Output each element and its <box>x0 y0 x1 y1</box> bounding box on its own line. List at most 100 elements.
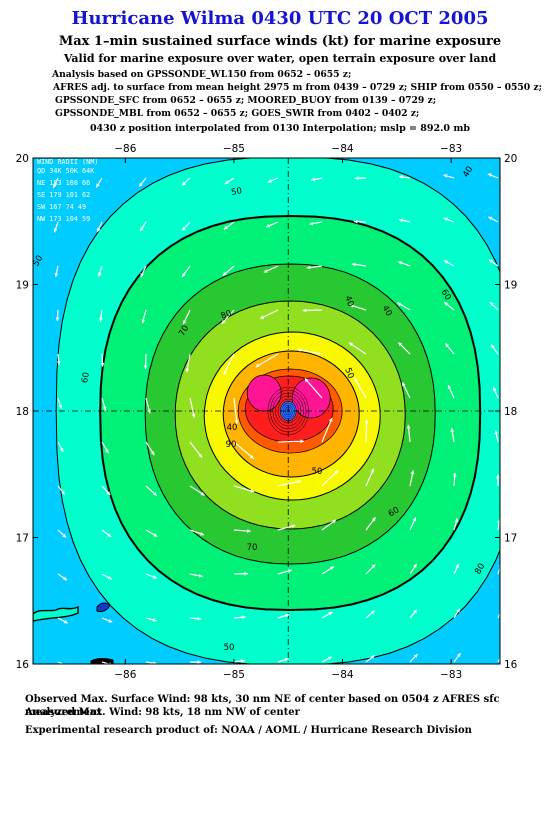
lon-tick-label-top: −85 <box>223 143 245 155</box>
wind-arrow-head <box>406 424 411 429</box>
wind-arrow-head <box>413 563 417 568</box>
wind-arrow-head <box>450 428 455 432</box>
analysis-sources: Analysis based on GPSSONDE_WL150 from 06… <box>52 68 552 120</box>
wind-arrow-head <box>97 272 102 277</box>
wind-arrow-head <box>200 491 205 496</box>
wind-arrow-head <box>330 566 335 571</box>
contour-label: 60 <box>80 371 92 383</box>
wind-max-lobe-east <box>291 377 331 419</box>
wind-arrow-head <box>182 273 186 278</box>
lat-tick-label-left: 19 <box>16 280 29 292</box>
lat-tick-label-right: 20 <box>504 153 517 165</box>
wind-arrow-head <box>141 319 146 324</box>
wind-arrow-head <box>397 261 402 265</box>
wind-arrow-head <box>263 269 268 273</box>
wind-arrow-head <box>241 659 245 663</box>
wind-arrow-head <box>370 468 375 473</box>
wind-arrow-head <box>53 228 58 233</box>
wind-arrow-head <box>284 657 289 662</box>
wind-arrow-head <box>410 470 415 475</box>
wind-arrow-head <box>241 615 246 620</box>
wind-arrow <box>321 469 339 487</box>
wind-arrow-head <box>402 382 406 387</box>
wind-arrow-head <box>488 216 493 221</box>
lon-tick-label-bottom: −86 <box>114 669 136 678</box>
wind-arrow-head <box>497 519 500 523</box>
wind-arrow-head <box>412 517 417 522</box>
wind-arrow-head <box>153 661 157 664</box>
wind-arrow-head <box>197 616 202 621</box>
contour-label: 50 <box>230 186 242 198</box>
lat-tick-label-right: 18 <box>504 406 517 418</box>
wind-arrow-head <box>489 259 493 264</box>
wind-arrow-head <box>58 404 63 409</box>
wind-arrow-head <box>247 529 251 533</box>
lat-tick-label-left: 17 <box>16 533 29 545</box>
wind-arrow-head <box>63 619 68 624</box>
wind-arrow <box>354 377 367 399</box>
wind-radii-row: SW 167 74 49 <box>37 203 86 211</box>
wind-arrow-head <box>198 573 203 578</box>
wind-arrow-head <box>304 378 309 383</box>
wind-arrow-head <box>139 182 143 187</box>
wind-arrow-head <box>244 571 248 576</box>
wind-arrow-head <box>399 175 403 179</box>
wind-arrow-head <box>311 177 316 182</box>
wind-arrow-head <box>98 317 103 322</box>
wind-arrow-head <box>370 655 375 659</box>
wind-arrow-head <box>150 451 155 456</box>
wind-arrow-head <box>140 227 144 232</box>
wind-arrow-head <box>443 217 448 222</box>
wind-arrow-head <box>287 569 292 573</box>
wind-arrow-head <box>327 656 332 661</box>
wind-arrow-head <box>223 225 228 230</box>
wind-arrow-head <box>397 302 402 307</box>
wind-arrow <box>497 612 500 619</box>
wind-arrow <box>304 378 323 399</box>
coastline-honduras <box>33 605 79 622</box>
wind-arrow-head <box>456 608 460 613</box>
map-title: Hurricane Wilma 0430 UTC 20 OCT 2005 <box>71 8 489 29</box>
wind-arrow-head <box>249 455 254 459</box>
wind-arrow-head <box>494 430 499 435</box>
wind-arrow-head <box>355 176 359 181</box>
contour-label: 90 <box>226 440 237 450</box>
wind-arrow-head <box>97 227 101 232</box>
wind-arrow-head <box>364 419 369 424</box>
coastline-south <box>90 658 114 664</box>
contour-label: 60 <box>387 505 401 519</box>
wind-arrow-head <box>107 533 112 537</box>
wind-arrow-head <box>153 533 158 537</box>
wind-arrow-head <box>198 453 202 458</box>
wind-arrow-head <box>399 218 403 223</box>
contour-label: 80 <box>220 309 234 322</box>
wind-arrow-head <box>492 387 497 392</box>
wind-arrow-head <box>55 317 60 321</box>
wind-arrow-head <box>107 575 112 580</box>
wind-arrow-head <box>152 575 157 579</box>
wind-radii-table: WIND RADII (NM) QD 34K 50K 64K NE 183 10… <box>37 158 98 223</box>
wind-arrow-head <box>444 302 449 306</box>
wind-arrow-head <box>221 319 226 324</box>
wind-arrow-head <box>185 368 190 373</box>
lon-tick-label-top: −86 <box>114 143 136 155</box>
lon-tick-label-bottom: −84 <box>331 669 353 678</box>
position-note: 0430 z position interpolated from 0130 I… <box>89 123 471 134</box>
wind-radii-header: WIND RADII (NM) <box>37 158 98 166</box>
wind-arrow-head <box>96 183 100 188</box>
contour-label: 80 <box>473 562 487 576</box>
wind-arrow-head <box>491 344 495 349</box>
wind-radii-columns: QD 34K 50K 64K <box>37 167 95 175</box>
wind-arrow-head <box>56 361 61 365</box>
wind-arrow-head <box>266 223 271 228</box>
wind-arrow-head <box>306 265 311 270</box>
lon-tick-label-bottom: −85 <box>223 669 245 678</box>
wind-arrow-head <box>445 343 450 348</box>
wind-arrow-head <box>61 490 65 495</box>
wind-arrow <box>233 397 238 424</box>
wind-arrow-head <box>354 377 359 382</box>
wind-arrow <box>223 353 235 375</box>
analysis-line: GPSSONDE_MBL from 0652 – 0655 z; GOES_SW… <box>55 108 420 119</box>
